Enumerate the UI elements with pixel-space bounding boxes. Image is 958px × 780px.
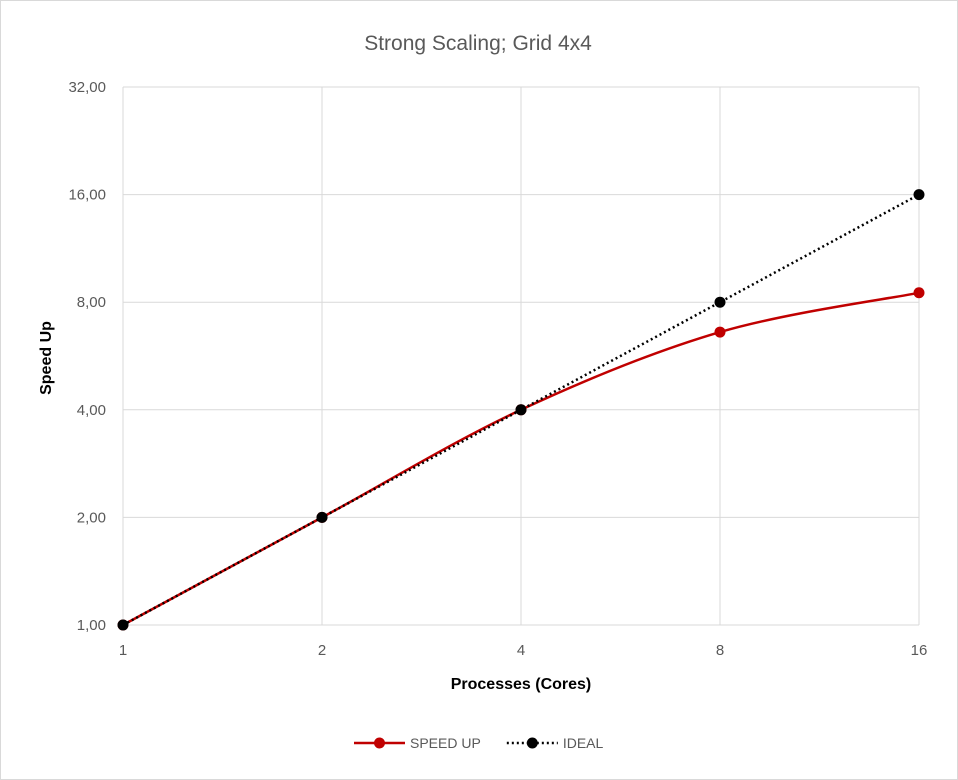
chart-title: Strong Scaling; Grid 4x4 [364,32,592,55]
x-tick-label: 2 [318,642,326,659]
y-axis-label: Speed Up [38,321,55,395]
y-tick-label: 8,00 [77,294,106,311]
y-tick-label: 4,00 [77,402,106,419]
legend-marker-speed-up [374,737,385,749]
x-tick-label: 8 [716,642,724,659]
legend-marker-ideal [526,737,538,749]
x-tick-label: 4 [517,642,525,659]
legend: SPEED UP IDEAL [354,735,603,751]
data-point-ideal [913,189,925,201]
tick-layer: 1,00 2,00 4,00 8,00 16,00 32,00 1 2 4 8 16 [68,79,927,659]
data-point-ideal [714,296,726,308]
legend-label-speed-up: SPEED UP [410,735,481,751]
series-line-ideal [122,193,920,627]
legend-label-ideal: IDEAL [563,735,604,751]
data-point-speed-up [714,326,726,338]
grid-layer [122,86,920,626]
data-point-speed-up [913,287,925,299]
x-axis-label: Processes (Cores) [451,676,592,693]
y-tick-label: 32,00 [68,79,106,96]
y-tick-label: 2,00 [77,509,106,526]
y-tick-label: 1,00 [77,617,106,634]
x-tick-label: 1 [119,642,127,659]
series-layer [117,189,925,631]
y-tick-label: 16,00 [68,187,106,204]
x-tick-label: 16 [911,642,928,659]
data-point-ideal [515,404,527,416]
data-point-ideal [117,619,129,631]
data-point-ideal [316,511,328,523]
